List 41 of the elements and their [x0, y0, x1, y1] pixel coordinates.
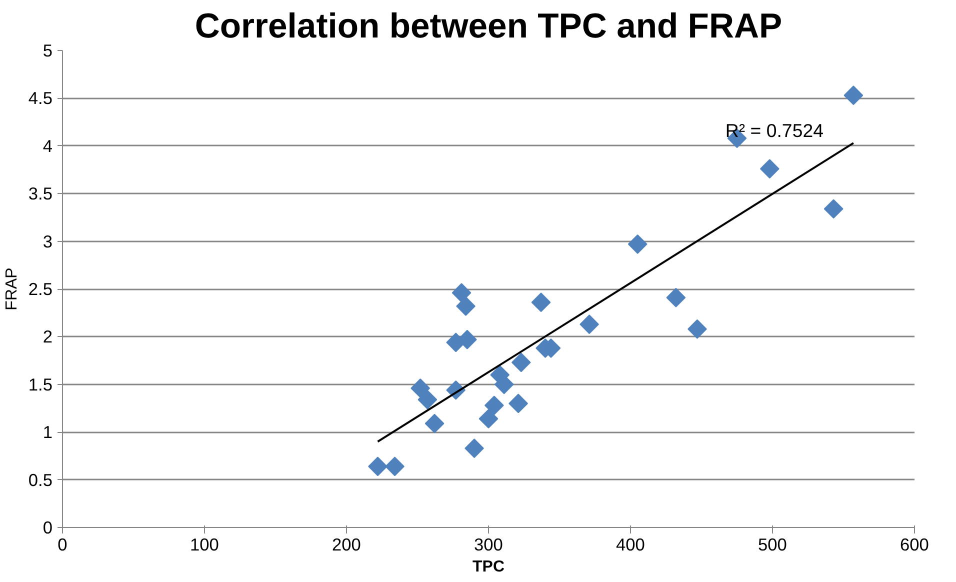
- point: [844, 86, 864, 106]
- x-tick-label: 500: [758, 534, 787, 554]
- point: [368, 456, 388, 476]
- point: [511, 352, 531, 372]
- x-tick-label: 400: [616, 534, 645, 554]
- point: [464, 438, 484, 458]
- y-tick-label: 2: [42, 326, 53, 347]
- y-tick-label: 3: [42, 231, 53, 252]
- point: [478, 409, 498, 428]
- x-tick-label: 300: [474, 534, 503, 554]
- y-tick-label: 5: [42, 40, 53, 60]
- x-axis-title: TPC: [472, 558, 505, 576]
- point: [760, 159, 780, 178]
- y-tick-label: 4.5: [28, 88, 53, 108]
- point: [385, 456, 404, 476]
- y-tick-label: 3.5: [28, 184, 53, 204]
- point: [628, 234, 648, 254]
- x-tick-label: 200: [332, 534, 361, 554]
- y-tick-label: 2.5: [28, 279, 53, 299]
- chart-title: Correlation between TPC and FRAP: [194, 8, 782, 46]
- y-tick-label: 1: [42, 422, 53, 442]
- x-tick-label: 600: [900, 534, 929, 554]
- point: [424, 414, 444, 434]
- point: [410, 378, 430, 398]
- y-tick-label: 1.5: [28, 374, 53, 394]
- y-tick-label: 4: [42, 136, 53, 156]
- point: [666, 288, 686, 308]
- point: [484, 396, 504, 416]
- x-tick-label: 100: [190, 534, 219, 554]
- y-tick-label: 0.5: [28, 470, 53, 490]
- point: [508, 394, 528, 414]
- point: [531, 292, 551, 312]
- point: [824, 199, 844, 219]
- y-axis-title: FRAP: [3, 268, 20, 310]
- point: [580, 314, 600, 334]
- point: [688, 319, 707, 339]
- point: [456, 296, 476, 316]
- x-tick-label: 0: [58, 534, 68, 554]
- y-tick-label: 0: [42, 518, 53, 538]
- point: [418, 390, 438, 410]
- point: [452, 283, 472, 303]
